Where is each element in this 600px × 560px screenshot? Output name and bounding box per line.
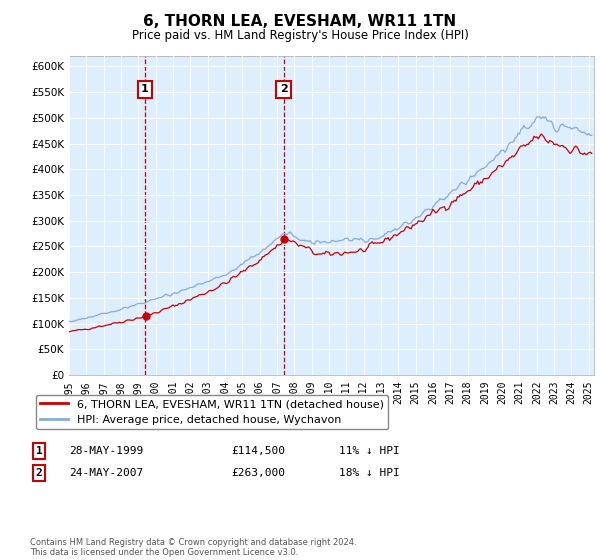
Text: 2: 2: [35, 468, 43, 478]
Text: 6, THORN LEA, EVESHAM, WR11 1TN: 6, THORN LEA, EVESHAM, WR11 1TN: [143, 14, 457, 29]
Text: Price paid vs. HM Land Registry's House Price Index (HPI): Price paid vs. HM Land Registry's House …: [131, 29, 469, 42]
Text: 1: 1: [141, 85, 149, 95]
Text: 11% ↓ HPI: 11% ↓ HPI: [339, 446, 400, 456]
Text: £114,500: £114,500: [231, 446, 285, 456]
Legend: 6, THORN LEA, EVESHAM, WR11 1TN (detached house), HPI: Average price, detached h: 6, THORN LEA, EVESHAM, WR11 1TN (detache…: [35, 395, 388, 429]
Text: 28-MAY-1999: 28-MAY-1999: [69, 446, 143, 456]
Text: 24-MAY-2007: 24-MAY-2007: [69, 468, 143, 478]
Text: 1: 1: [35, 446, 43, 456]
Text: 2: 2: [280, 85, 287, 95]
Text: Contains HM Land Registry data © Crown copyright and database right 2024.
This d: Contains HM Land Registry data © Crown c…: [30, 538, 356, 557]
Text: 18% ↓ HPI: 18% ↓ HPI: [339, 468, 400, 478]
Text: £263,000: £263,000: [231, 468, 285, 478]
